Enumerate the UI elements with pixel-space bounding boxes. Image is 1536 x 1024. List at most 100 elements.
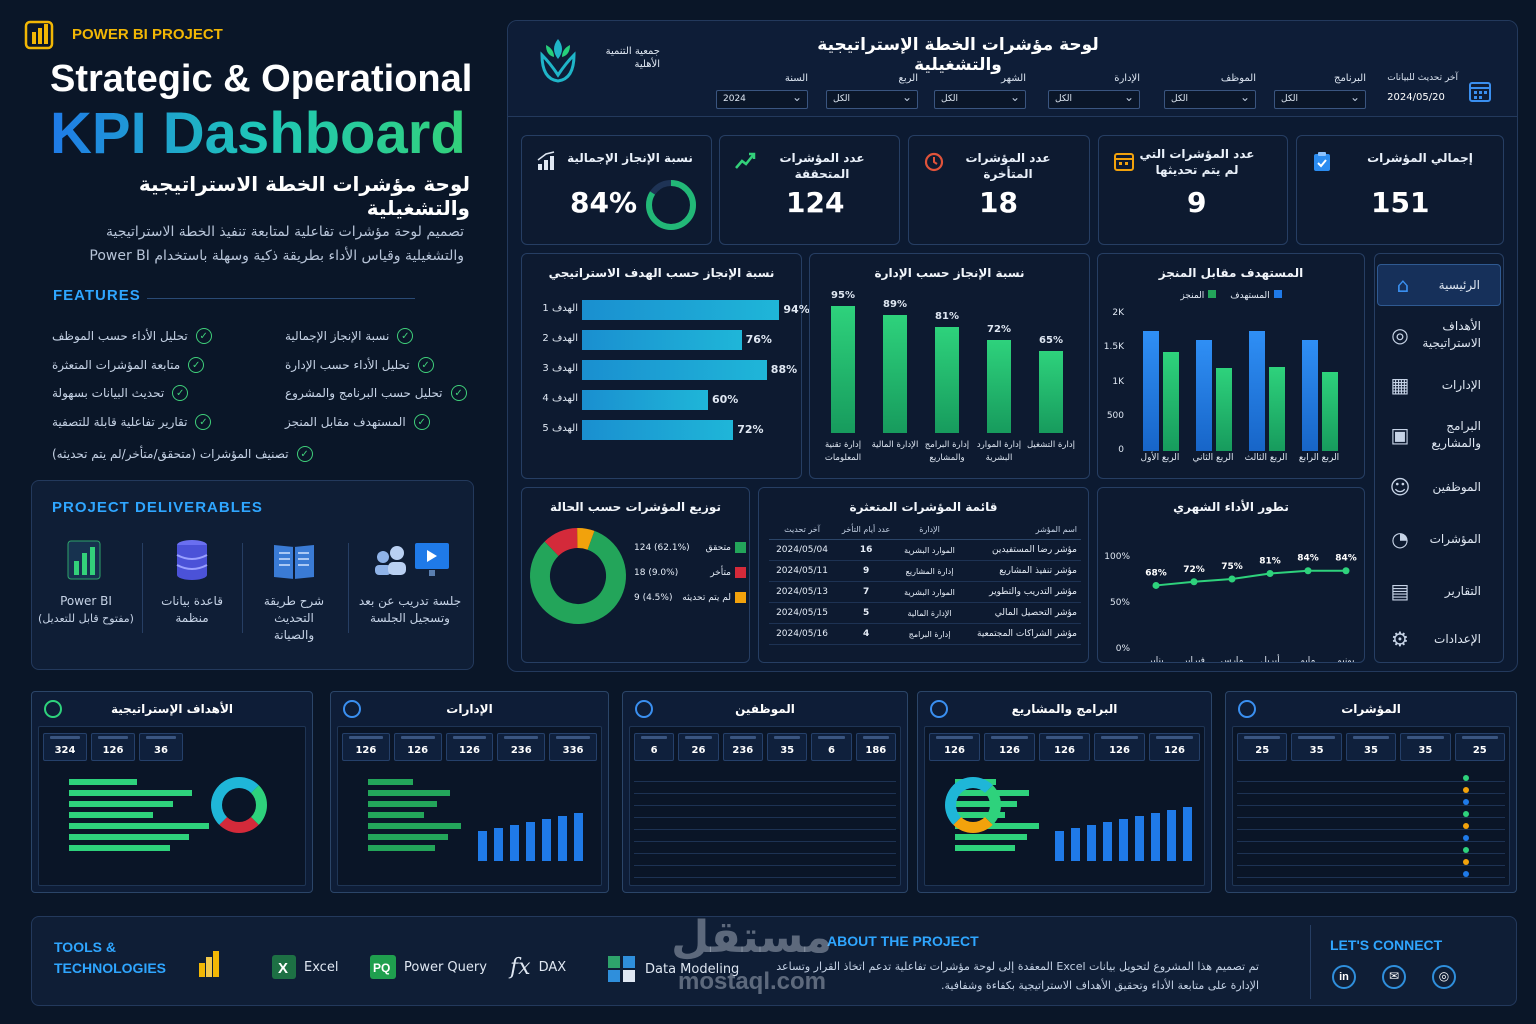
nav-item-7[interactable]: ⚙ الإعدادات bbox=[1375, 618, 1501, 660]
nav-label: الرئيسية bbox=[1438, 277, 1480, 292]
filter-5[interactable]: البرنامج الكل bbox=[1274, 73, 1366, 109]
status-legend-item: متحقق 124 (62.1%) bbox=[634, 542, 746, 553]
nav-item-4[interactable]: ☺ الموظفين bbox=[1375, 466, 1501, 508]
thumbnail-4[interactable]: المؤشرات 25 35 35 35 25 bbox=[1225, 691, 1517, 893]
linkedin-icon[interactable]: in bbox=[1332, 965, 1356, 989]
mini-column bbox=[526, 822, 535, 861]
table-row[interactable]: مؤشر رضا المستفيدين الموارد البشرية 16 2024… bbox=[769, 539, 1081, 561]
actual-bar bbox=[1269, 366, 1285, 451]
filter-1[interactable]: الربع الكل bbox=[826, 73, 918, 109]
stalled-table: اسم المؤشر الإدارة عدد أيام التأخر آخر تحدي… bbox=[769, 520, 1081, 645]
target-actual-plot: 2K 1.5K 1K 500 0 الربع الأول الربع الثاني الربع… bbox=[1098, 306, 1366, 476]
globe-icon[interactable]: ◎ bbox=[1432, 965, 1456, 989]
feature-label: تحليل حسب البرنامج والمشروع bbox=[285, 386, 443, 400]
mini-kpi-title-bar bbox=[452, 736, 487, 739]
goal-category-label: الهدف 5 bbox=[542, 423, 578, 434]
filter-dropdown[interactable]: الكل bbox=[1274, 90, 1366, 109]
table-row[interactable]: مؤشر الشراكات المجتمعية إدارة البرامج 4 202… bbox=[769, 623, 1081, 645]
mini-kpi: 126 bbox=[91, 733, 135, 761]
goal-bar bbox=[582, 330, 742, 350]
filter-0[interactable]: السنة 2024 bbox=[716, 73, 808, 109]
goal-category-label: الهدف 3 bbox=[542, 363, 578, 374]
table-row[interactable]: مؤشر التدريب والتطوير الموارد البشرية 7 202… bbox=[769, 581, 1081, 603]
data-model-icon bbox=[608, 956, 635, 982]
stalled-indicators-table: قائمة المؤشرات المتعثرة اسم المؤشر الإدار… bbox=[758, 487, 1089, 663]
filter-dropdown[interactable]: الكل bbox=[1164, 90, 1256, 109]
divider bbox=[142, 543, 143, 633]
power-bi-logo-icon bbox=[24, 20, 54, 50]
actual-bar bbox=[1216, 368, 1232, 451]
month-label: أبريل bbox=[1260, 654, 1279, 662]
mini-kpi-value: 6 bbox=[828, 745, 835, 756]
goal-bar bbox=[582, 390, 708, 410]
divider bbox=[242, 543, 243, 633]
svg-text:X: X bbox=[278, 960, 288, 977]
mini-column bbox=[1087, 825, 1096, 861]
mini-kpi-value: 126 bbox=[1109, 745, 1130, 756]
thumbnail-preview: 126 126 126 126 126 bbox=[924, 726, 1205, 886]
feature-item: ✓ تصنيف المؤشرات (متحقق/متأخر/لم يتم تحدي… bbox=[52, 446, 313, 462]
thumbnail-3[interactable]: البرامج والمشاريع 126 126 126 126 126 bbox=[917, 691, 1212, 893]
nav-item-0[interactable]: ⌂ الرئيسية bbox=[1377, 264, 1501, 306]
status-donut bbox=[530, 528, 626, 624]
mini-bar bbox=[69, 801, 173, 807]
department-value-label: 65% bbox=[1039, 334, 1063, 346]
thumbnail-0[interactable]: الأهداف الإستراتيجية 324 126 36 bbox=[31, 691, 313, 893]
legend-swatch bbox=[735, 592, 746, 603]
goal-category-label: الهدف 2 bbox=[542, 333, 578, 344]
filter-4[interactable]: الموظف الكل bbox=[1164, 73, 1256, 109]
department-category-label: إدارة تقنية المعلومات bbox=[824, 440, 862, 463]
filter-dropdown[interactable]: 2024 bbox=[716, 90, 808, 109]
mini-kpi-title-bar bbox=[1461, 736, 1498, 739]
table-row[interactable]: مؤشر تنفيذ المشاريع إدارة المشاريع 9 2024/0… bbox=[769, 560, 1081, 582]
users-icon bbox=[635, 700, 653, 718]
check-circle-icon: ✓ bbox=[450, 385, 467, 401]
mini-kpi-title-bar bbox=[349, 736, 383, 739]
mini-bar bbox=[955, 845, 1016, 851]
filter-dropdown[interactable]: الكل bbox=[826, 90, 918, 109]
email-icon[interactable]: ✉ bbox=[1382, 965, 1406, 989]
monthly-point bbox=[1190, 578, 1198, 586]
mini-donut bbox=[945, 777, 1001, 833]
monthly-value-label: 84% bbox=[1335, 554, 1357, 564]
table-cell: مؤشر التدريب والتطوير bbox=[961, 581, 1081, 603]
title-arabic: لوحة مؤشرات الخطة الاستراتيجية والتشغيلي… bbox=[138, 172, 470, 220]
table-row[interactable]: مؤشر التحصيل المالي الإدارة المالية 5 2024/… bbox=[769, 602, 1081, 624]
mini-kpi-value: 236 bbox=[510, 745, 532, 756]
nav-item-6[interactable]: ▤ التقارير bbox=[1375, 570, 1501, 612]
completion-ring bbox=[646, 180, 696, 230]
actual-bar bbox=[1163, 351, 1179, 451]
mini-kpi: 236 bbox=[497, 733, 546, 761]
check-circle-icon: ✓ bbox=[195, 328, 212, 344]
target-bar bbox=[1143, 331, 1159, 451]
filter-3[interactable]: الإدارة الكل bbox=[1048, 73, 1140, 109]
nav-label: الإدارات bbox=[1441, 377, 1481, 392]
nav-item-1[interactable]: ◎ الأهداف الاستراتيجية bbox=[1375, 314, 1501, 356]
y-tick-label: 500 bbox=[1106, 410, 1124, 421]
nav-label: الإعدادات bbox=[1434, 631, 1481, 646]
clipboard-icon bbox=[1314, 152, 1330, 171]
status-legend-item: لم يتم تحديثه 9 (4.5%) bbox=[634, 592, 746, 603]
monthly-value-label: 68% bbox=[1145, 568, 1167, 578]
nav-label: المؤشرات bbox=[1429, 531, 1481, 546]
feature-item: ✓ تحليل الأداء حسب الإدارة bbox=[285, 357, 434, 373]
nav-item-3[interactable]: ▣ البرامج والمشاريع bbox=[1375, 414, 1501, 456]
nav-item-5[interactable]: ◔ المؤشرات bbox=[1375, 518, 1501, 560]
mini-kpi-title-bar bbox=[504, 736, 539, 739]
mini-kpi-value: 25 bbox=[1472, 745, 1487, 756]
feature-item: ✓ تحليل حسب البرنامج والمشروع bbox=[285, 385, 467, 401]
filter-dropdown[interactable]: الكل bbox=[934, 90, 1026, 109]
mini-kpi-value: 35 bbox=[1364, 745, 1378, 756]
filter-2[interactable]: الشهر الكل bbox=[934, 73, 1026, 109]
department-category-label: إدارة البرامج والمشاريع bbox=[924, 440, 970, 463]
mini-kpi-title-bar bbox=[991, 736, 1028, 739]
feature-label: تقارير تفاعلية قابلة للتصفية bbox=[52, 415, 188, 429]
thumbnail-1[interactable]: الإدارات 126 126 126 236 336 bbox=[330, 691, 609, 893]
filter-dropdown[interactable]: الكل bbox=[1048, 90, 1140, 109]
mini-status-dot bbox=[1463, 787, 1469, 793]
goal-value-label: 94% bbox=[783, 303, 810, 316]
nav-item-2[interactable]: ▦ الإدارات bbox=[1375, 364, 1501, 406]
thumbnail-preview: 324 126 36 bbox=[38, 726, 306, 886]
status-name: متأخر bbox=[710, 567, 731, 578]
thumbnail-2[interactable]: الموظفين 6 26 236 35 6 186 bbox=[622, 691, 908, 893]
